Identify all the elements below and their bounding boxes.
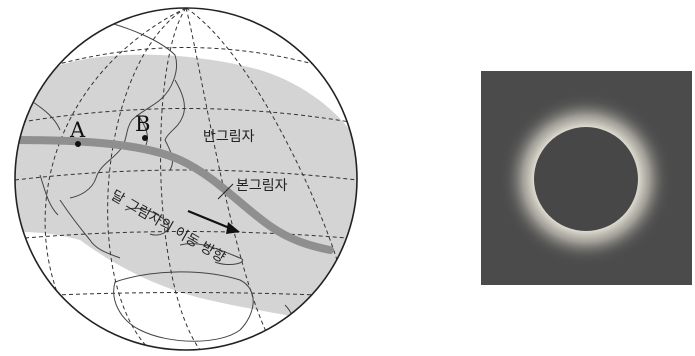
point-b-label: B xyxy=(135,112,150,136)
globe-shadow-diagram: A B 반그림자 본그림자 달 그림자의 이동 방향 xyxy=(14,7,358,351)
shadow-direction-arrow xyxy=(187,209,240,234)
penumbra-region xyxy=(15,54,357,330)
point-a-label: A xyxy=(69,118,86,142)
point-a-marker xyxy=(75,141,81,147)
point-b-marker xyxy=(142,135,148,141)
total-solar-eclipse-photo xyxy=(481,71,692,285)
umbra-label: 본그림자 xyxy=(236,178,288,194)
umbra-path xyxy=(15,136,334,254)
latitude-lines xyxy=(15,47,357,296)
globe-outline xyxy=(14,7,358,351)
umbra-leader-line xyxy=(217,183,234,200)
moon-disk xyxy=(534,127,638,231)
penumbra-label: 반그림자 xyxy=(203,129,255,145)
